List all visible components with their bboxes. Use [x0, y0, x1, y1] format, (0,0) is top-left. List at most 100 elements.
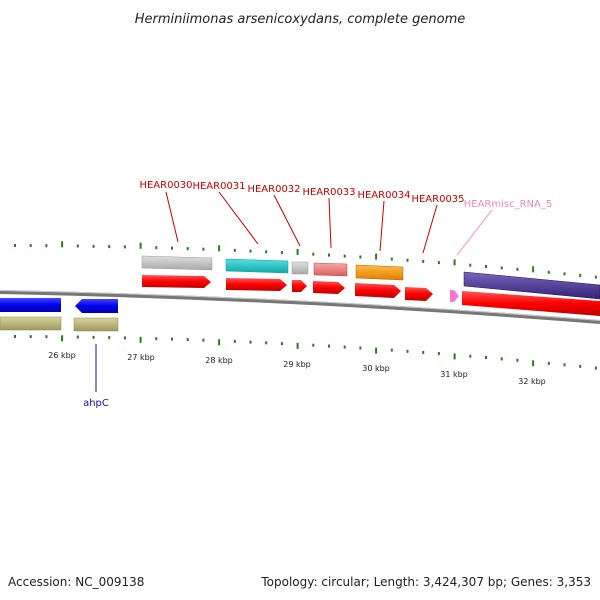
lower-tick-minor: [516, 358, 519, 362]
upper-tick-minor: [233, 248, 236, 252]
lower-tick-minor: [155, 337, 158, 341]
lower-tick-minor: [171, 337, 173, 341]
gene-label-hear0032[interactable]: HEAR0032: [247, 184, 300, 195]
cds-right-edge[interactable]: [462, 291, 600, 316]
cds-ahpc[interactable]: [75, 299, 118, 313]
feature-hear0034-cog[interactable]: [355, 264, 404, 281]
lower-tick-minor: [328, 344, 330, 348]
reverse-cog-track: [0, 316, 119, 332]
upper-tick-minor: [123, 245, 126, 249]
leader-hear0034: [379, 200, 385, 252]
forward-cds-track: [142, 275, 600, 316]
backbone-highlight: [0, 290, 600, 321]
accession-text: Accession: NC_009138: [8, 575, 144, 589]
lower-tick-major: [532, 360, 535, 367]
lower-tick-minor: [547, 361, 550, 365]
lower-tick-major: [296, 342, 299, 349]
scale-label-31kbp: 31 kbp: [440, 370, 468, 379]
reverse-cds-track: [0, 298, 118, 313]
lower-tick-major: [139, 336, 142, 343]
leader-hear0031: [218, 191, 259, 245]
upper-tick-minor: [45, 244, 48, 248]
lower-tick-minor: [76, 335, 79, 339]
lower-tick-minor: [359, 346, 362, 350]
lower-tick-minor: [563, 363, 566, 367]
upper-tick-minor: [280, 251, 283, 255]
upper-tick-minor: [343, 254, 346, 258]
upper-tick-major: [453, 259, 456, 266]
upper-tick-minor: [249, 249, 252, 253]
cds-hear0035[interactable]: [405, 287, 433, 301]
gene-label-hear0035[interactable]: HEAR0035: [411, 194, 464, 205]
lower-tick-minor: [485, 356, 487, 359]
lower-tick-major: [61, 335, 64, 342]
lower-tick-minor: [202, 338, 205, 342]
upper-tick-minor: [594, 275, 597, 279]
gene-label-hear0034[interactable]: HEAR0034: [357, 190, 410, 201]
upper-tick-minor: [76, 244, 79, 248]
label-leader-lines: [95, 191, 493, 392]
gene-label-ahpc[interactable]: ahpC: [83, 398, 109, 409]
upper-tick-track: [14, 241, 597, 279]
upper-tick-minor: [328, 253, 330, 257]
feature-hear0032-cog[interactable]: [291, 261, 309, 275]
lower-tick-minor: [265, 341, 268, 345]
upper-tick-minor: [202, 247, 205, 251]
genome-backbone: [0, 290, 600, 324]
cds-hear0034[interactable]: [355, 283, 401, 298]
lower-tick-major: [375, 347, 378, 354]
scale-label-27kbp: 27 kbp: [127, 353, 155, 362]
scale-label-30kbp: 30 kbp: [362, 364, 390, 373]
gene-label-hearmisc-rna-5[interactable]: HEARmisc_RNA_5: [464, 199, 553, 210]
feature-purple-cog[interactable]: [463, 271, 600, 300]
cds-hear0030[interactable]: [142, 275, 211, 288]
scale-label-32kbp: 32 kbp: [518, 377, 546, 386]
upper-tick-minor: [14, 244, 16, 247]
lower-tick-minor: [280, 342, 283, 346]
leader-hear0032: [273, 194, 301, 247]
upper-tick-major: [139, 242, 142, 249]
upper-tick-minor: [422, 259, 425, 263]
lower-tick-minor: [406, 349, 409, 353]
upper-tick-minor: [547, 270, 550, 274]
upper-tick-minor: [155, 246, 158, 250]
genome-title: Herminiimonas arsenicoxydans, complete g…: [135, 12, 465, 27]
lower-tick-minor: [249, 340, 252, 344]
lower-tick-track: [14, 335, 597, 370]
rna-hearmisc-rna-5[interactable]: [450, 290, 459, 302]
lower-tick-minor: [45, 335, 48, 339]
leader-hear0030: [165, 191, 179, 243]
upper-tick-minor: [579, 273, 582, 277]
lower-tick-minor: [233, 339, 236, 343]
cds-hear0032[interactable]: [292, 280, 307, 292]
feature-ahpc-cog[interactable]: [73, 317, 119, 332]
gene-label-hear0030[interactable]: HEAR0030: [139, 180, 192, 191]
lower-tick-minor: [92, 335, 95, 339]
upper-tick-minor: [108, 245, 111, 249]
cds-hear0033[interactable]: [313, 281, 345, 294]
feature-left-edge-cog[interactable]: [0, 316, 62, 331]
upper-tick-minor: [390, 257, 393, 261]
feature-hear0033-cog[interactable]: [313, 262, 348, 277]
leader-hear0033: [328, 197, 332, 249]
cds-hear0031[interactable]: [226, 278, 287, 291]
lower-tick-minor: [312, 343, 315, 347]
lower-tick-minor: [594, 366, 597, 370]
lower-tick-minor: [343, 345, 346, 349]
lower-tick-minor: [390, 348, 393, 352]
upper-tick-minor: [563, 272, 566, 276]
gene-label-hear0033[interactable]: HEAR0033: [302, 187, 355, 198]
feature-hear0030-cog[interactable]: [141, 255, 213, 271]
upper-tick-minor: [516, 267, 519, 271]
lower-tick-minor: [437, 352, 440, 356]
lower-tick-minor: [579, 364, 582, 368]
upper-tick-minor: [485, 265, 487, 268]
cds-left-edge-reverse[interactable]: [0, 298, 61, 312]
feature-hear0031-cog[interactable]: [225, 258, 289, 274]
lower-tick-minor: [186, 338, 189, 342]
lower-tick-minor: [469, 354, 472, 358]
gene-label-hear0031[interactable]: HEAR0031: [192, 181, 245, 192]
leader-hear0035: [422, 204, 438, 254]
scale-label-28kbp: 28 kbp: [205, 356, 233, 365]
